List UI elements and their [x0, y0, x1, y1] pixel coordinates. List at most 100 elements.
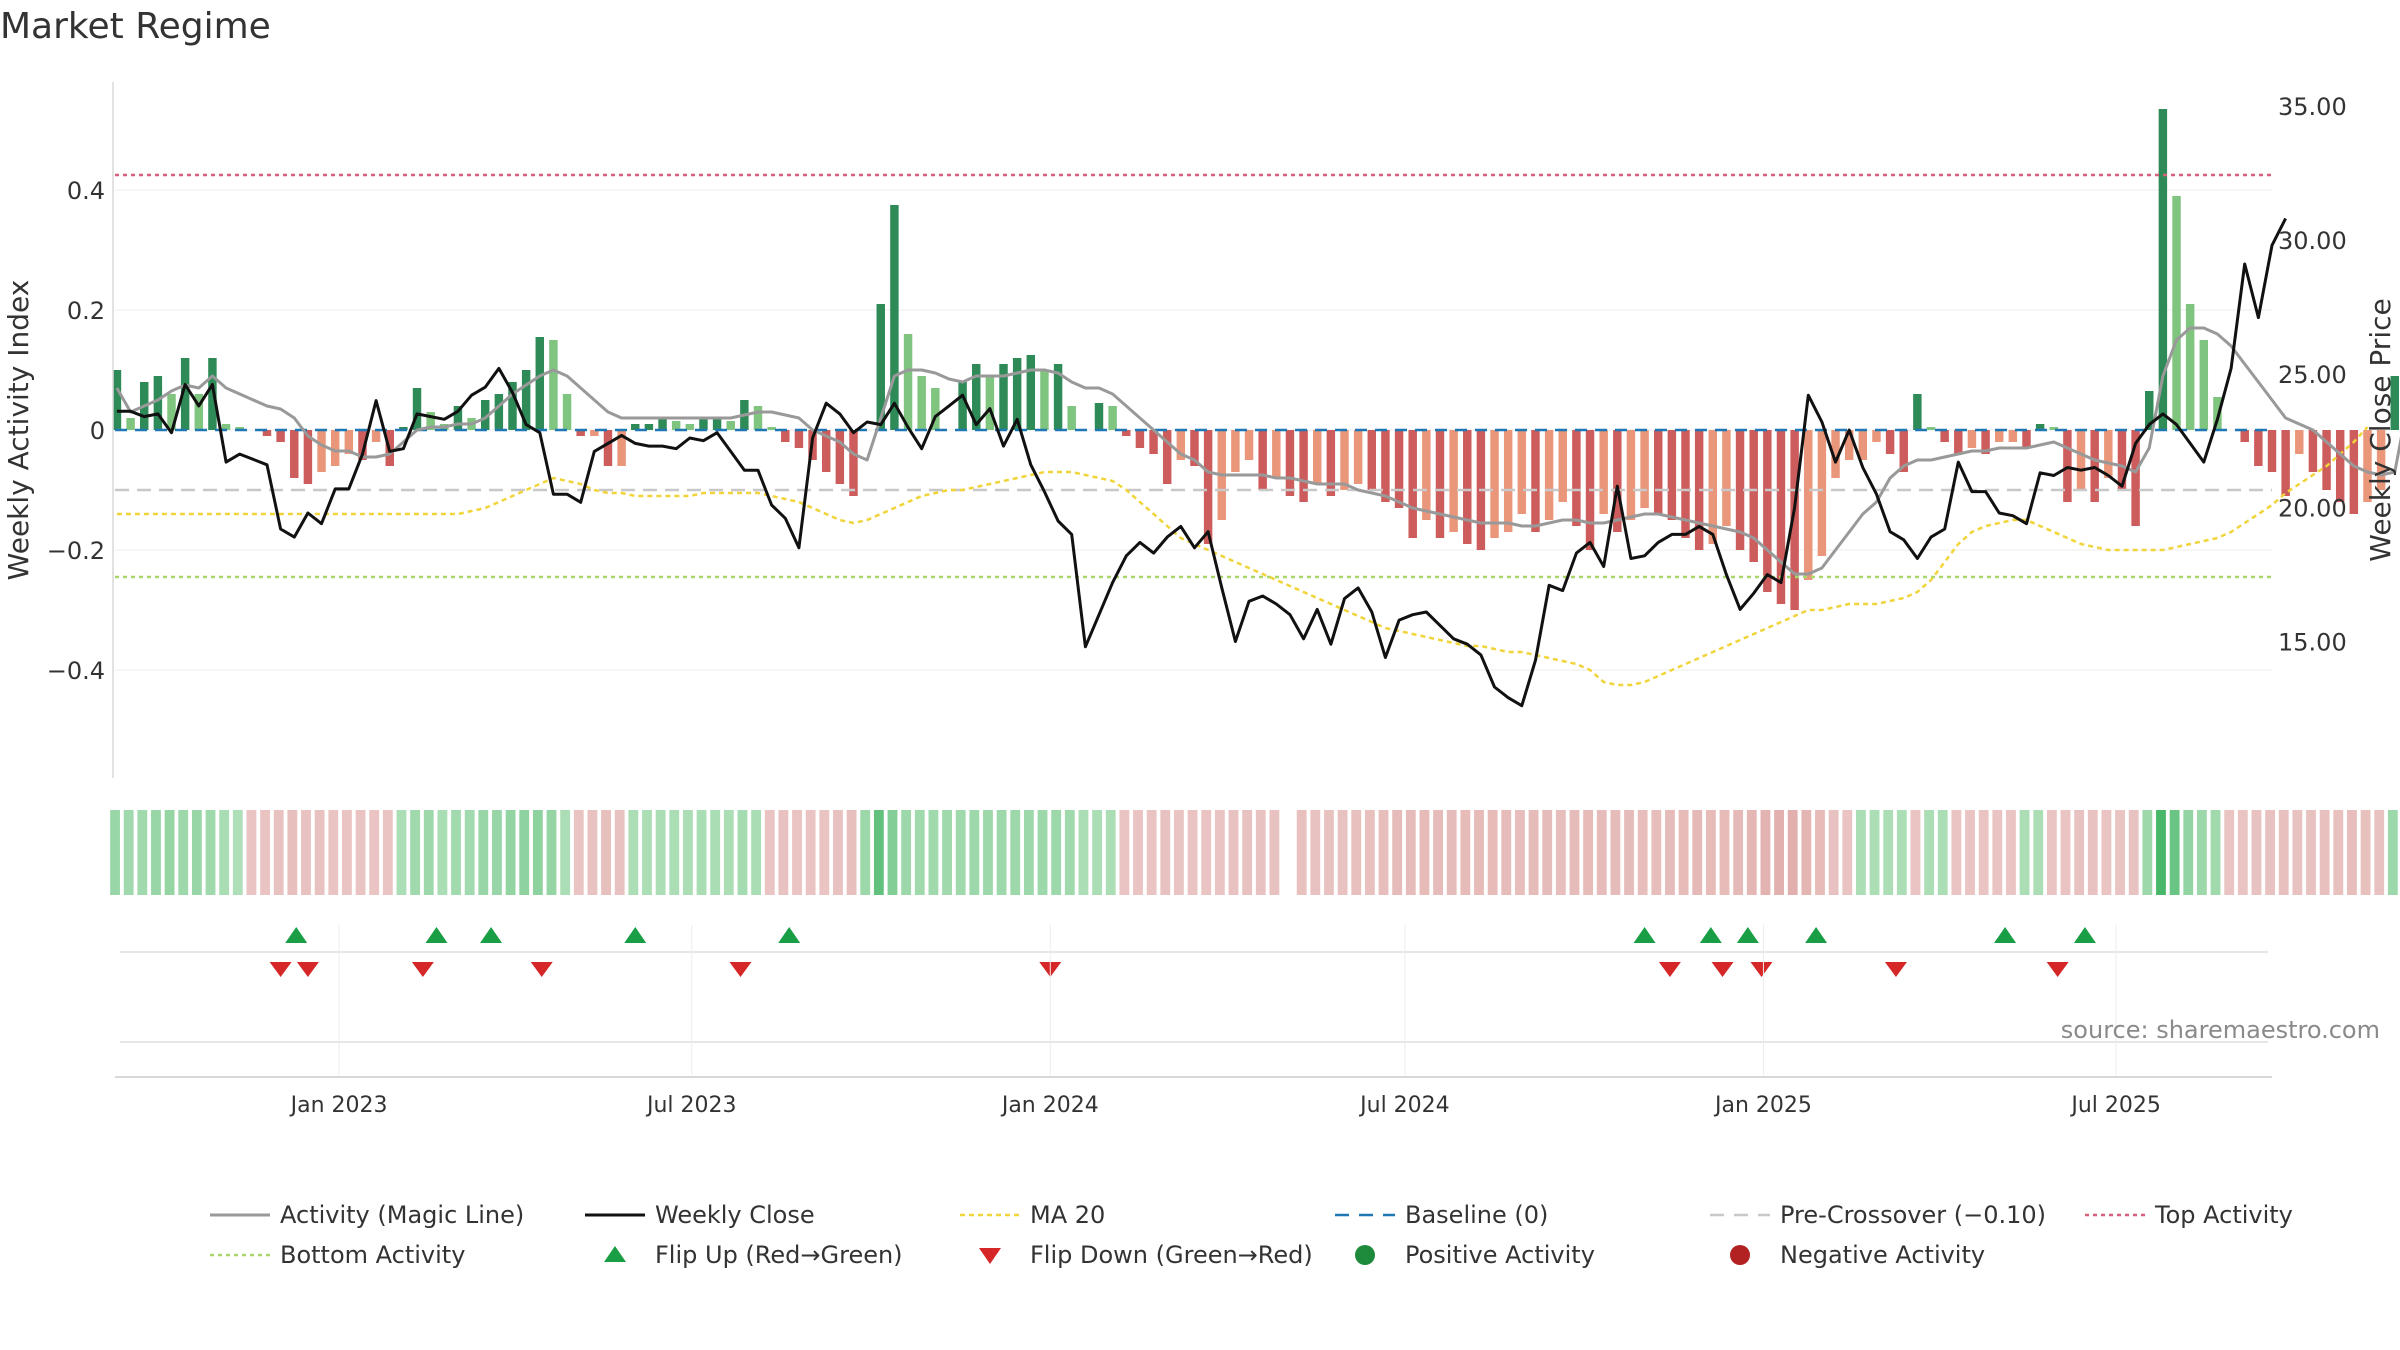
regime-cell [1255, 810, 1266, 895]
regime-cell [846, 810, 857, 895]
regime-cell [2387, 810, 2398, 895]
regime-cell [587, 810, 598, 895]
activity-bar [1817, 430, 1827, 556]
legend-item-baseline: Baseline (0) [1335, 1200, 1710, 1230]
activity-bar [480, 400, 490, 430]
regime-cell [819, 810, 830, 895]
activity-bar [1176, 430, 1186, 460]
regime-cell [123, 810, 134, 895]
activity-bar [1490, 430, 1499, 538]
flip-up-marker [1699, 927, 1722, 943]
legend-label: Weekly Close [655, 1201, 815, 1229]
activity-bar [221, 424, 231, 430]
activity-bar [1149, 430, 1158, 454]
regime-cell [1269, 810, 1280, 895]
regime-cell [1596, 810, 1607, 895]
activity-bar [2335, 430, 2345, 502]
legend-swatch [960, 1200, 1020, 1230]
activity-bar [1353, 430, 1363, 484]
regime-cell [1787, 810, 1798, 895]
regime-cell [1651, 810, 1662, 895]
regime-cell [1869, 810, 1880, 895]
activity-bar [644, 424, 654, 430]
regime-cell [696, 810, 707, 895]
activity-bar [180, 358, 190, 430]
activity-bar [1913, 394, 1922, 430]
activity-bar [658, 418, 667, 430]
activity-bar [2035, 424, 2045, 430]
activity-bar [1299, 430, 1308, 502]
activity-bar [426, 412, 435, 430]
activity-bar [1449, 430, 1458, 532]
regime-cell [328, 810, 339, 895]
regime-cell [2278, 810, 2289, 895]
activity-bar [535, 337, 545, 430]
activity-bar [1640, 430, 1649, 508]
activity-bar [2390, 376, 2399, 430]
activity-bar [590, 430, 599, 436]
legend-label: Activity (Magic Line) [280, 1201, 525, 1229]
regime-cell [1801, 810, 1812, 895]
activity-bar [2185, 304, 2195, 430]
legend-label: Pre-Crossover (−0.10) [1780, 1201, 2047, 1229]
activity-bar [1258, 430, 1267, 490]
legend-swatch [2085, 1200, 2145, 1230]
regime-cell [751, 810, 762, 895]
activity-bar [1981, 430, 1990, 454]
regime-cell [1815, 810, 1825, 895]
regime-cell [1433, 810, 1443, 895]
y-tick-label-left: −0.2 [47, 537, 105, 565]
activity-bar [1844, 430, 1854, 460]
activity-bar [2349, 430, 2359, 514]
regime-cell [778, 810, 789, 895]
regime-cell [1978, 810, 1989, 895]
regime-cell [1474, 810, 1484, 895]
regime-cell [2142, 810, 2153, 895]
regime-cell [2360, 810, 2371, 895]
activity-bar [1858, 430, 1868, 460]
activity-bar [126, 418, 135, 430]
activity-bar [794, 430, 804, 448]
activity-bar [2376, 430, 2386, 490]
regime-cell [805, 810, 816, 895]
regime-cell [246, 810, 257, 895]
regime-cell [2319, 810, 2330, 895]
regime-cell [1705, 810, 1716, 895]
regime-cell [2237, 810, 2248, 895]
activity-bar [2131, 430, 2140, 526]
regime-cell [1951, 810, 1962, 895]
legend-item-flip-down: Flip Down (Green→Red) [960, 1240, 1335, 1270]
regime-cell [996, 810, 1007, 895]
regime-cell [1419, 810, 1430, 895]
regime-cell [1692, 810, 1703, 895]
activity-bar [1544, 430, 1554, 520]
regime-cell [2265, 810, 2276, 895]
regime-cell [860, 810, 871, 895]
regime-cell [1774, 810, 1784, 895]
regime-cell [955, 810, 966, 895]
activity-bar [2022, 430, 2031, 448]
regime-cell [723, 810, 734, 895]
activity-bar [1872, 430, 1881, 442]
activity-bar [167, 394, 176, 430]
regime-cell [151, 810, 161, 895]
x-tick-label: Jan 2024 [1000, 1093, 1099, 1118]
activity-bar [958, 382, 967, 430]
flip-down-marker [1711, 962, 1734, 977]
flip-up-marker [778, 927, 801, 943]
regime-cell [178, 810, 189, 895]
activity-bar [2363, 430, 2372, 502]
legend-swatch [210, 1200, 270, 1230]
activity-bar [1394, 430, 1404, 508]
activity-bar [1190, 430, 1199, 466]
activity-bar [1503, 430, 1513, 532]
legend-item-top: Top Activity [2085, 1200, 2385, 1230]
regime-cell [1228, 810, 1239, 895]
regime-cell [614, 810, 625, 895]
activity-bar [2076, 430, 2086, 490]
legend-item-magic: Activity (Magic Line) [210, 1200, 585, 1230]
axes: 0.4 0.2 0 −0.2 −0.4 35.00 30.00 25.00 20.00 15.00 [47, 82, 2347, 778]
flip-up-marker [425, 927, 448, 943]
regime-cell [1351, 810, 1362, 895]
activity-bar [1053, 364, 1063, 430]
